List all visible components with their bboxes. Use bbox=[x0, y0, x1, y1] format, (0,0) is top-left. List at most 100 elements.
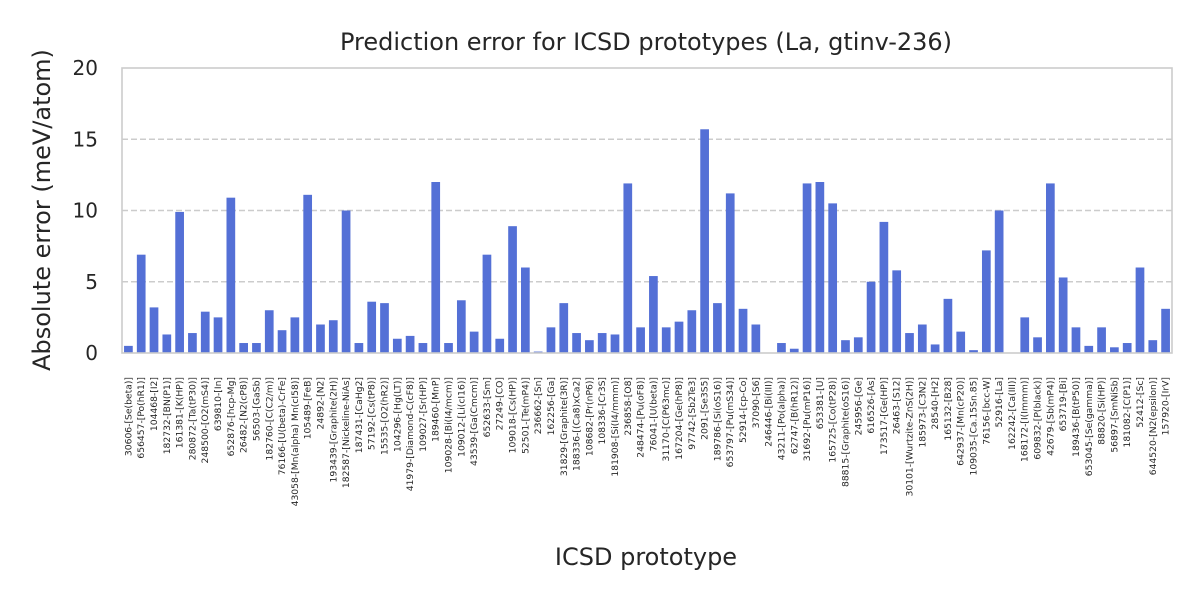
x-tick-label: 187431-[CaHg2] bbox=[354, 377, 365, 453]
x-tick-label: 104296-[Hg(LT)] bbox=[392, 377, 403, 452]
x-tick-label: 109018-[Cs(HP)] bbox=[508, 377, 519, 453]
x-tick-label: 56897-[SmNiSb] bbox=[1109, 377, 1120, 453]
x-tick-label: 43211-[Po(alpha)] bbox=[776, 377, 787, 460]
x-tick-label: 652633-[Sm] bbox=[482, 377, 493, 437]
x-tick-label: 616526-[As] bbox=[866, 377, 877, 434]
x-tick-label: 104468-[I2] bbox=[149, 377, 160, 431]
bar bbox=[841, 340, 850, 353]
bar bbox=[751, 324, 761, 353]
bar bbox=[290, 317, 300, 353]
chart-title: Prediction error for ICSD prototypes (La… bbox=[340, 28, 952, 56]
x-tick-label: 246446-[Bi(III)] bbox=[764, 377, 775, 447]
bar bbox=[200, 311, 210, 353]
x-tick-label: 30101-[Wurtzite-ZnS(2H)] bbox=[905, 377, 916, 497]
bar bbox=[431, 182, 441, 353]
bar bbox=[380, 303, 389, 353]
bar bbox=[136, 254, 146, 353]
bar bbox=[713, 303, 722, 353]
bar bbox=[392, 338, 402, 353]
grid-lines bbox=[122, 138, 1172, 283]
x-tick-label: 52916-[La] bbox=[994, 377, 1005, 427]
bar bbox=[623, 183, 633, 353]
bar bbox=[508, 226, 517, 353]
x-tick-label: 56503-[GaSb] bbox=[251, 377, 262, 441]
x-tick-label: 88820-[Si(HP)] bbox=[1097, 377, 1108, 445]
x-tick-label: 189786-[Si(oS16)] bbox=[712, 377, 723, 461]
bar bbox=[572, 333, 581, 353]
x-tick-label: 173517-[Ge(HP)] bbox=[879, 377, 890, 455]
x-tick-label: 168172-[I(Immm)] bbox=[1020, 377, 1031, 462]
x-tick-label: 193439-[Graphite(2H)] bbox=[328, 377, 339, 482]
bar bbox=[930, 344, 940, 353]
y-tick-label: 20 bbox=[73, 56, 98, 80]
bar bbox=[1135, 267, 1145, 353]
x-tick-label: 189460-[MnP] bbox=[431, 377, 442, 442]
bar bbox=[700, 129, 709, 353]
x-tick-label: 52914-[cp-Co] bbox=[738, 377, 749, 443]
x-tick-label: 88815-[Graphite(oS16)] bbox=[840, 377, 851, 487]
plot-frame bbox=[121, 67, 1173, 354]
x-tick-label: 97742-[Sb2Te3] bbox=[687, 377, 698, 450]
bar bbox=[879, 221, 889, 353]
x-tick-label: 656457-[Po(hR1)] bbox=[136, 377, 147, 459]
x-tick-label: 653797-[Pu(mS34)] bbox=[725, 377, 736, 467]
bar bbox=[1084, 345, 1094, 353]
bar bbox=[636, 327, 645, 353]
x-tick-label: 24892-[N2] bbox=[315, 377, 326, 429]
bar bbox=[175, 211, 184, 353]
x-tick-label: 248474-[Pu(oF8)] bbox=[636, 377, 647, 458]
x-tick-label: 652876-[hcp-Mg] bbox=[226, 377, 237, 456]
bar bbox=[328, 320, 338, 353]
x-tick-label: 42679-[Sb(mP4)] bbox=[1045, 377, 1056, 456]
bar bbox=[943, 298, 953, 353]
bar bbox=[367, 301, 377, 353]
x-tick-label: 31692-[Pu(mP16)] bbox=[802, 377, 813, 461]
x-tick-label: 76156-[bcc-W] bbox=[981, 377, 992, 445]
x-tick-label: 609832-[P(black)] bbox=[1033, 377, 1044, 460]
bar bbox=[546, 327, 556, 353]
x-tick-label: 653381-[U] bbox=[815, 377, 826, 429]
y-tick-label: 0 bbox=[85, 341, 98, 365]
x-tick-labels: 30606-[Se(beta)] 656457-[Po(hR1)] 104468-[… bbox=[123, 377, 1171, 506]
bar bbox=[789, 348, 799, 353]
x-tick-label: 28540-[H2] bbox=[930, 377, 941, 429]
x-tick-label: 185973-[C3N2] bbox=[917, 377, 928, 448]
x-tick-label: 52412-[Sc] bbox=[1135, 377, 1146, 428]
bar bbox=[1161, 308, 1170, 353]
x-tick-label: 109027-[Sr(HP)] bbox=[418, 377, 429, 452]
bar bbox=[917, 324, 927, 353]
x-axis-label: ICSD prototype bbox=[555, 543, 737, 571]
x-tick-label: 245956-[Ge] bbox=[853, 377, 864, 435]
bar bbox=[905, 333, 914, 353]
bar bbox=[815, 182, 825, 353]
bar bbox=[1097, 327, 1106, 353]
y-tick-label: 10 bbox=[73, 199, 98, 223]
bar bbox=[213, 317, 223, 353]
bar bbox=[725, 193, 735, 353]
bar bbox=[956, 331, 966, 353]
bar bbox=[853, 337, 863, 353]
bar bbox=[969, 350, 978, 353]
bar bbox=[866, 281, 876, 353]
bar bbox=[1033, 337, 1042, 353]
x-tick-label: 108336-[Cr3S] bbox=[597, 377, 608, 444]
bar bbox=[1071, 327, 1081, 353]
x-tick-label: 161381-[K(HP)] bbox=[175, 377, 186, 448]
x-tick-label: 181082-[C(P1)] bbox=[1122, 377, 1133, 448]
bar bbox=[469, 331, 479, 353]
bar bbox=[239, 343, 248, 353]
x-tick-label: 26463-[S12] bbox=[892, 377, 903, 434]
x-tick-label: 109035-[Ca.15Sn.85] bbox=[969, 377, 980, 475]
bar bbox=[495, 338, 505, 353]
bar bbox=[802, 183, 812, 353]
bar bbox=[264, 310, 274, 353]
x-tick-label: 27249-[CO] bbox=[495, 377, 506, 430]
x-tick-label: 182587-[Nickeline-NiAs] bbox=[341, 377, 352, 488]
x-tick-label: 76166-[U(beta)-CrFe] bbox=[277, 377, 288, 475]
x-tick-label: 644520-[N2(epsilon)] bbox=[1148, 377, 1159, 475]
bar bbox=[316, 324, 325, 353]
x-tick-label: 162242-[Ca(III)] bbox=[1007, 377, 1018, 450]
bar bbox=[1058, 277, 1068, 353]
x-tick-label: 182732-[BN(P1)] bbox=[162, 377, 173, 454]
